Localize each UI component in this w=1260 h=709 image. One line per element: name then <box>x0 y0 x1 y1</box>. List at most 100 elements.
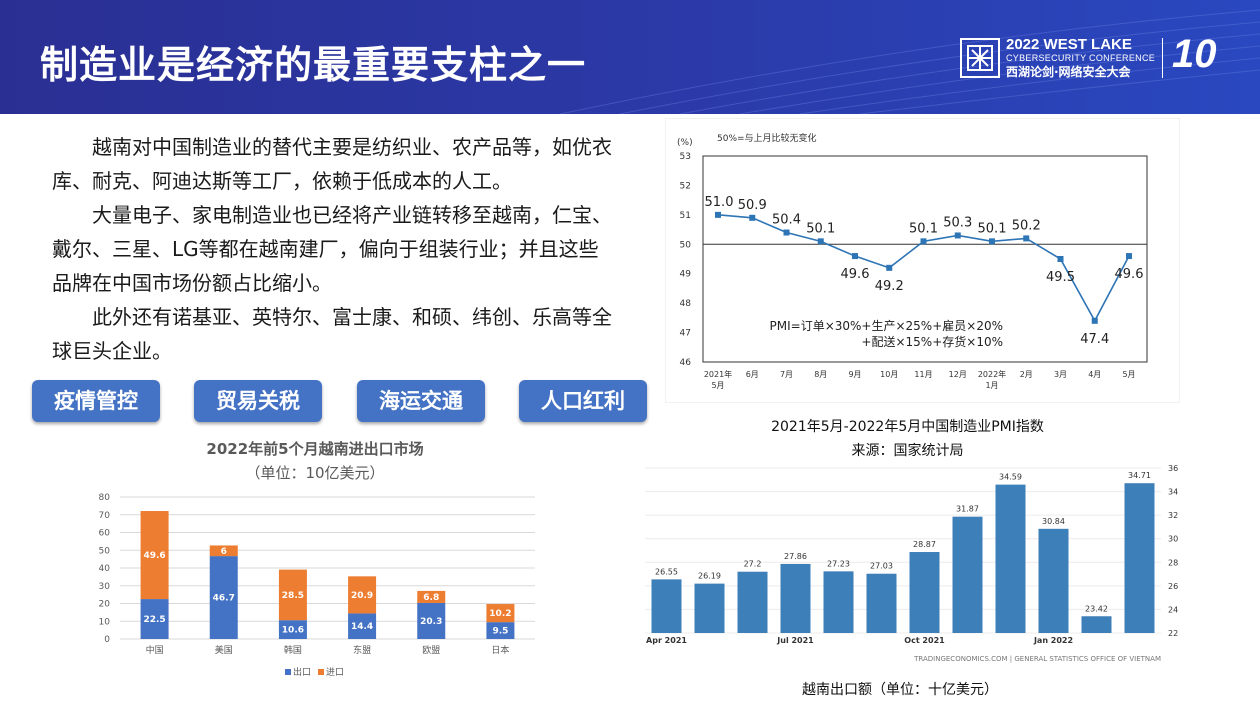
export-data-label: 27.03 <box>870 562 893 571</box>
x-tick-label: 韩国 <box>284 644 302 656</box>
export-data-label: 34.71 <box>1128 471 1151 480</box>
export-bar <box>995 484 1026 633</box>
export-data-label: 27.23 <box>827 559 850 568</box>
export-data-label: 31.87 <box>956 505 979 514</box>
pmi-point <box>989 238 995 245</box>
bar-segment <box>209 545 238 557</box>
export-data-label: 27.2 <box>744 560 762 569</box>
body-text: 越南对中国制造业的替代主要是纺织业、农产品等，如优衣库、耐克、阿迪达斯等工厂，依… <box>52 130 612 368</box>
bar-segment <box>417 602 446 639</box>
data-label: 9.5 <box>492 627 508 637</box>
pmi-data-label: 50.3 <box>943 215 972 230</box>
y-tick-label: 0 <box>104 635 110 645</box>
pmi-data-label: 49.6 <box>841 267 870 282</box>
y-tick-label: 49 <box>680 270 692 280</box>
pmi-point <box>1091 317 1098 324</box>
logo-text-line2: CYBERSECURITY CONFERENCE <box>1006 53 1156 63</box>
x-tick-label: 3月 <box>1054 370 1067 379</box>
y-tick-label: 22 <box>1168 629 1178 638</box>
export-bar <box>651 579 682 633</box>
x-tick-label: 2022年 <box>978 369 1006 379</box>
y-tick-label: 53 <box>680 152 691 162</box>
x-tick-label: 美国 <box>215 644 233 656</box>
pmi-data-label: 50.4 <box>772 213 801 228</box>
bar-segment <box>348 576 377 614</box>
export-data-label: 26.55 <box>655 567 678 576</box>
legend-swatch <box>285 669 291 675</box>
x-tick-label: 12月 <box>949 370 967 379</box>
tag-shipping[interactable]: 海运交通 <box>357 380 485 422</box>
chart-source: TRADINGECONOMICS.COM | GENERAL STATISTIC… <box>913 655 1161 663</box>
tag-epidemic-control[interactable]: 疫情管控 <box>32 380 160 422</box>
pmi-data-label: 50.1 <box>806 221 835 236</box>
trade-stacked-bar-chart: 0 10 20 30 40 50 60 70 80 22.5 49.6 中国 46.7 6 美国 10.6 28… <box>99 493 535 678</box>
y-tick-label: 70 <box>99 511 111 521</box>
pmi-data-label: 51.0 <box>705 195 734 210</box>
pmi-point <box>886 264 893 271</box>
data-label: 20.3 <box>420 617 442 627</box>
export-bar <box>1124 483 1155 633</box>
y-tick-label: 80 <box>99 493 111 503</box>
pmi-source: 来源：国家统计局 <box>851 443 964 459</box>
export-bar <box>1038 528 1069 633</box>
x-tick-label: Jul 2021 <box>776 636 814 645</box>
data-label: 6.8 <box>423 593 439 603</box>
x-tick-label: 5月 <box>1122 370 1135 379</box>
bar-segment <box>278 569 307 621</box>
pmi-data-label: 49.6 <box>1115 267 1144 282</box>
seal-icon <box>960 38 1000 78</box>
paragraph-electronics: 大量电子、家电制造业也已经将产业链转移至越南，仁宝、戴尔、三星、LG等都在越南建… <box>52 203 612 295</box>
y-tick-label: 20 <box>99 600 111 610</box>
pmi-data-label: 50.9 <box>738 198 767 213</box>
export-bar <box>694 583 725 633</box>
pmi-point <box>1023 235 1030 242</box>
y-tick-label: 10 <box>99 617 111 627</box>
legend-label: 出口 <box>293 666 311 678</box>
data-label: 20.9 <box>351 591 373 601</box>
data-label: 49.6 <box>143 551 165 561</box>
page-title: 制造业是经济的最重要支柱之一 <box>40 43 587 87</box>
export-data-label: 34.59 <box>999 473 1022 482</box>
pmi-point <box>817 238 824 245</box>
data-label: 14.4 <box>351 622 373 632</box>
tag-demographic-dividend[interactable]: 人口红利 <box>519 380 647 422</box>
x-tick-label: 4月 <box>1088 370 1101 379</box>
data-label: 10.2 <box>489 609 511 619</box>
chart-note: 50%=与上月比较无变化 <box>717 132 817 144</box>
tag-trade-tariff[interactable]: 贸易关税 <box>194 380 322 422</box>
x-tick-label: Oct 2021 <box>904 636 945 645</box>
pmi-data-label: 49.5 <box>1046 270 1075 285</box>
export-bar <box>866 573 897 633</box>
pmi-panel-background <box>665 118 1180 403</box>
data-label: 46.7 <box>213 594 235 604</box>
y-tick-label: 46 <box>680 358 692 368</box>
x-tick-label: 8月 <box>814 370 827 379</box>
y-tick-label: 47 <box>680 329 691 339</box>
pmi-formula-line2: +配送×15%+存货×10% <box>861 334 1003 349</box>
x-tick-label: 2021年 <box>704 369 732 379</box>
export-bar <box>737 571 768 633</box>
legend-swatch <box>318 669 324 675</box>
export-data-label: 26.19 <box>698 572 721 581</box>
legend-label: 进口 <box>326 667 344 678</box>
anniversary-badge: 10 <box>1172 32 1217 76</box>
export-bar <box>823 571 854 633</box>
pmi-point <box>920 238 927 245</box>
logo-text-line3: 西湖论剑·网络安全大会 <box>1006 65 1131 79</box>
pmi-data-label: 49.2 <box>875 279 904 294</box>
export-data-label: 30.84 <box>1042 517 1065 526</box>
y-tick-label: 34 <box>1168 488 1178 497</box>
x-tick-label: 7月 <box>780 370 793 379</box>
pmi-data-label: 50.1 <box>909 221 938 236</box>
y-tick-label: 51 <box>680 211 691 221</box>
x-tick-label: 1月 <box>985 381 998 390</box>
y-tick-label: 30 <box>99 582 111 592</box>
bar-segment <box>278 620 307 639</box>
x-tick-label: Apr 2021 <box>646 636 687 645</box>
export-bar <box>1081 616 1112 633</box>
vietnam-exports-bar-chart: 22 24 26 28 30 32 34 36 26.55 26.19 27.2 27.86 27.23… <box>625 458 1200 673</box>
bar-segment <box>209 556 238 639</box>
pmi-point <box>954 232 961 239</box>
trade-chart-title: 2022年前5个月越南进出口市场 <box>206 440 424 458</box>
plot-frame <box>702 155 1148 363</box>
